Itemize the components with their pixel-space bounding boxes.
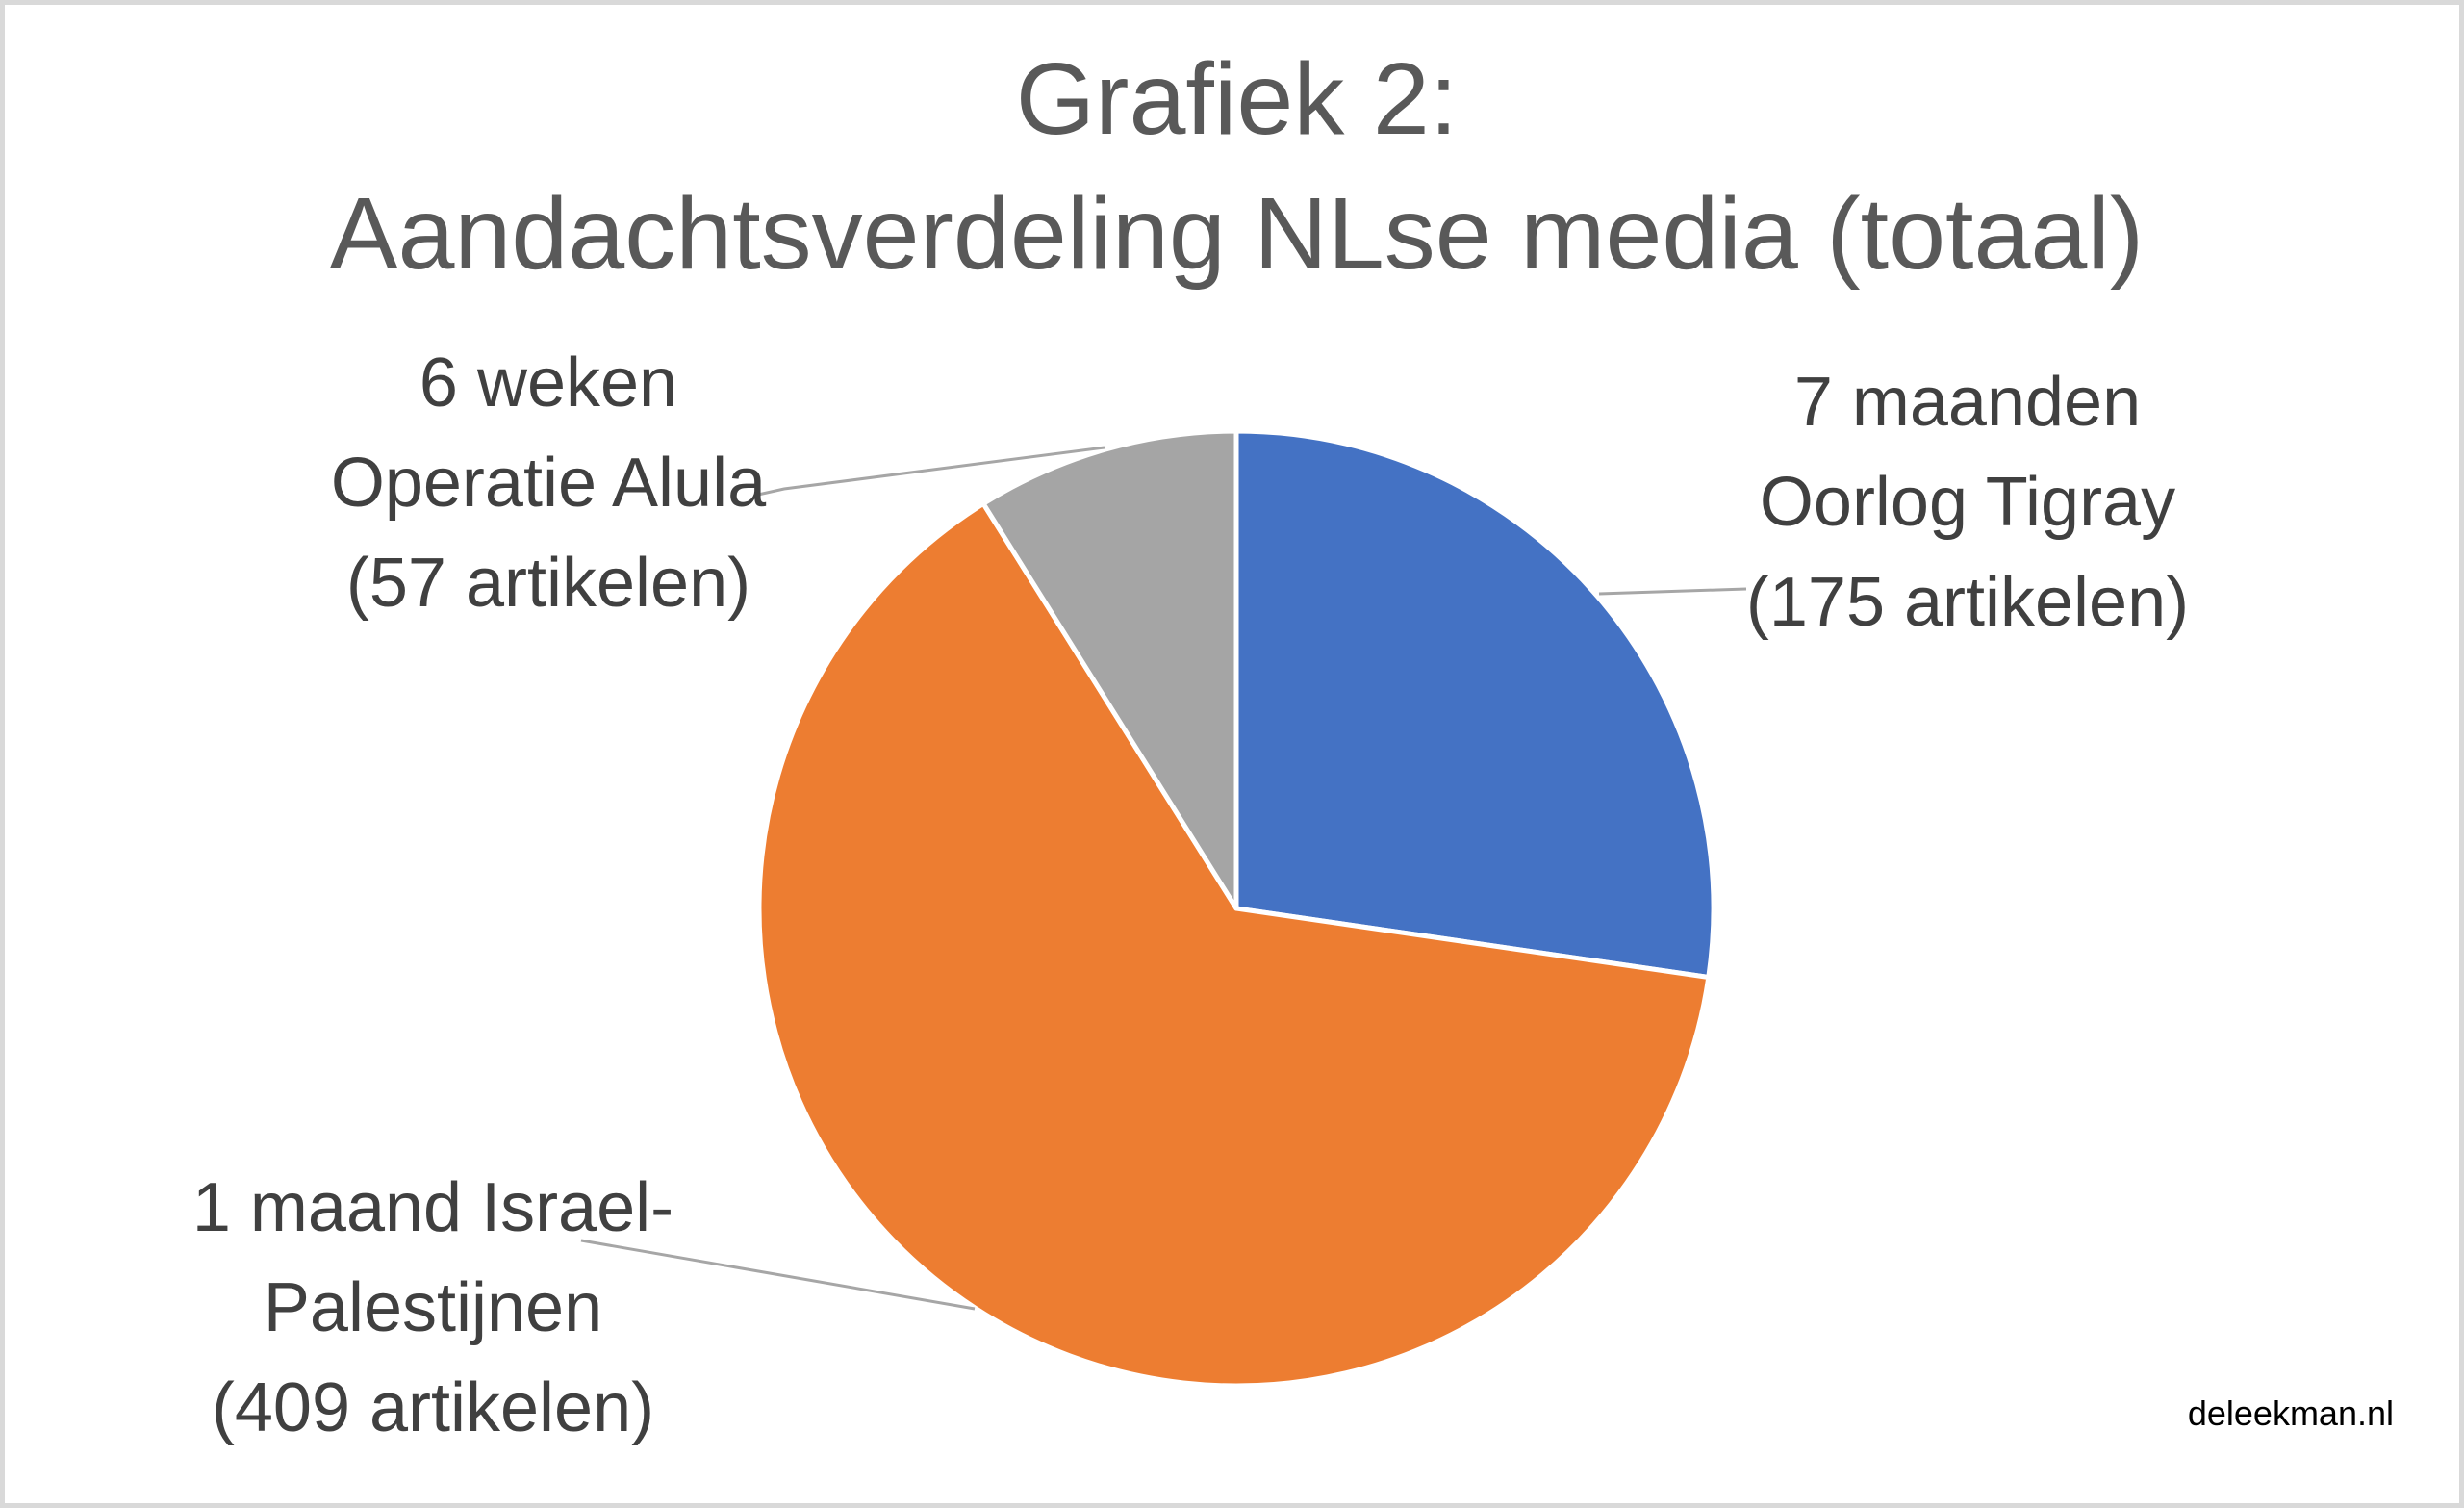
label-operatie-alula-line-1: 6 weken bbox=[419, 345, 678, 422]
pie-slice-1 bbox=[756, 500, 1712, 1389]
label-oorlog-tigray: 7 maanden Oorlog Tigray (175 artikelen) bbox=[1679, 352, 2256, 652]
pie-slice-0 bbox=[1233, 428, 1716, 980]
label-operatie-alula: 6 weken Operatie Alula (57 artikelen) bbox=[260, 333, 837, 633]
label-israel-palestijnen: 1 maand Israel- Palestijnen (409 artikel… bbox=[144, 1158, 722, 1458]
label-operatie-alula-line-3: (57 artikelen) bbox=[345, 545, 751, 622]
label-israel-palestijnen-line-1: 1 maand Israel- bbox=[191, 1169, 674, 1246]
pie-slice-2 bbox=[980, 428, 1239, 911]
leader-line-0 bbox=[1598, 587, 1747, 596]
pie-chart bbox=[580, 428, 1747, 1389]
leader-line-1 bbox=[580, 1239, 976, 1311]
watermark: deleekman.nl bbox=[2187, 1393, 2394, 1433]
label-israel-palestijnen-line-2: Palestijnen bbox=[263, 1269, 603, 1346]
label-oorlog-tigray-line-1: 7 maanden bbox=[1793, 364, 2142, 441]
leader-line-2 bbox=[757, 446, 1105, 497]
label-oorlog-tigray-line-3: (175 artikelen) bbox=[1745, 564, 2190, 641]
label-operatie-alula-line-2: Operatie Alula bbox=[330, 445, 767, 522]
chart-title-line-1: Grafiek 2: bbox=[1015, 42, 1459, 156]
label-israel-palestijnen-line-3: (409 artikelen) bbox=[211, 1369, 655, 1446]
chart-title-line-2: Aandachtsverdeling NLse media (totaal) bbox=[329, 177, 2145, 291]
chart-title: Grafiek 2: Aandachtsverdeling NLse media… bbox=[5, 32, 2459, 301]
label-oorlog-tigray-line-2: Oorlog Tigray bbox=[1759, 464, 2176, 541]
